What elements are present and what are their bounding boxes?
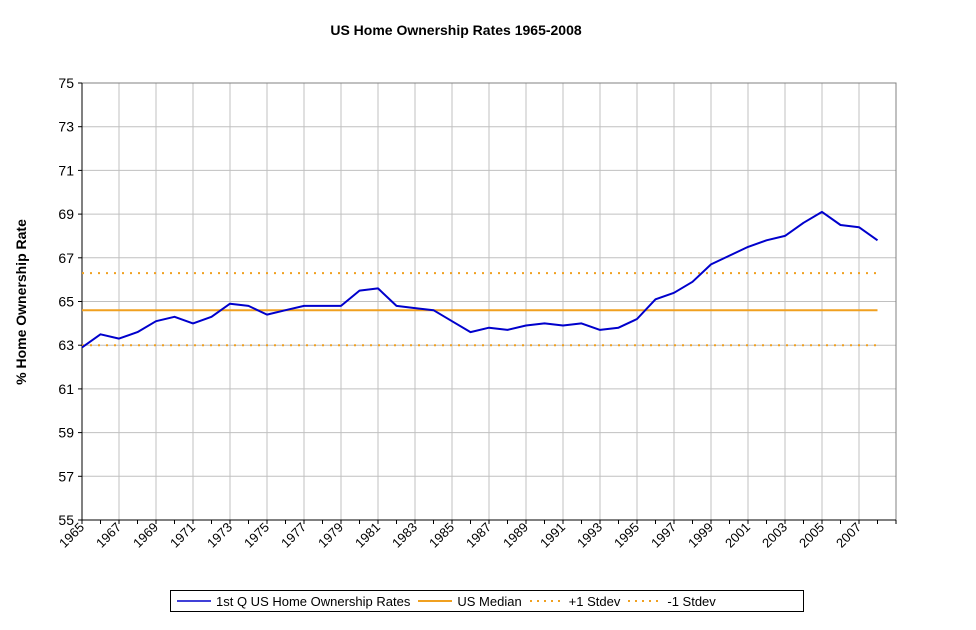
legend-swatch-plus-stdev: [529, 600, 564, 602]
legend-item-plus-stdev: +1 Stdev: [529, 593, 621, 609]
x-tick-label: 1993: [574, 520, 605, 551]
x-tick-label: 1969: [130, 520, 161, 551]
x-tick-label: 1989: [500, 520, 531, 551]
y-tick-label: 59: [58, 425, 74, 441]
legend-label-plus-stdev: +1 Stdev: [568, 593, 621, 609]
x-tick-label: 1987: [463, 520, 494, 551]
x-tick-label: 1991: [537, 520, 568, 551]
y-tick-label: 67: [58, 250, 74, 266]
x-tick-label: 1977: [278, 520, 309, 551]
ownership-series-line: [81, 210, 879, 349]
x-tick-label: 1997: [648, 520, 679, 551]
x-tick-label: 1981: [352, 520, 383, 551]
x-tick-label: 2007: [833, 520, 864, 551]
y-tick-label: 65: [58, 294, 74, 310]
legend-swatch-median: [418, 600, 453, 602]
x-tick-label: 1983: [389, 520, 420, 551]
y-tick-label: 71: [58, 162, 74, 178]
legend-swatch-ownership: [177, 600, 211, 602]
chart-title: US Home Ownership Rates 1965-2008: [330, 22, 582, 38]
legend-label-minus-stdev: -1 Stdev: [667, 593, 716, 609]
legend-item-ownership: 1st Q US Home Ownership Rates: [177, 594, 410, 609]
y-tick-label: 55: [58, 512, 74, 528]
x-tick-label: 1995: [611, 520, 642, 551]
y-tick-label: 63: [58, 337, 74, 353]
legend-label-median: US Median: [457, 593, 522, 609]
y-tick-label: 75: [58, 75, 74, 91]
x-tick-label: 1979: [315, 520, 346, 551]
x-tick-label: 1973: [204, 520, 235, 551]
y-tick-label: 57: [58, 468, 74, 484]
x-tick-label: 2001: [722, 520, 753, 551]
x-tick-label: 1999: [685, 520, 716, 551]
x-tick-label: 2005: [796, 520, 827, 551]
x-tick-label: 1975: [241, 520, 272, 551]
y-tick-label: 69: [58, 206, 74, 222]
legend-label-ownership: 1st Q US Home Ownership Rates: [216, 593, 411, 609]
y-tick-label: 61: [58, 381, 74, 397]
legend-swatch-minus-stdev: [628, 600, 663, 602]
x-tick-label: 1967: [93, 520, 124, 551]
x-tick-label: 2003: [759, 520, 790, 551]
y-tick-label: 73: [58, 119, 74, 135]
x-tick-label: 1971: [167, 520, 198, 551]
x-tick-label: 1985: [426, 520, 457, 551]
chart-legend: 1st Q US Home Ownership Rates US Median …: [170, 590, 804, 612]
legend-item-minus-stdev: -1 Stdev: [628, 593, 716, 609]
legend-item-median: US Median: [418, 593, 522, 609]
